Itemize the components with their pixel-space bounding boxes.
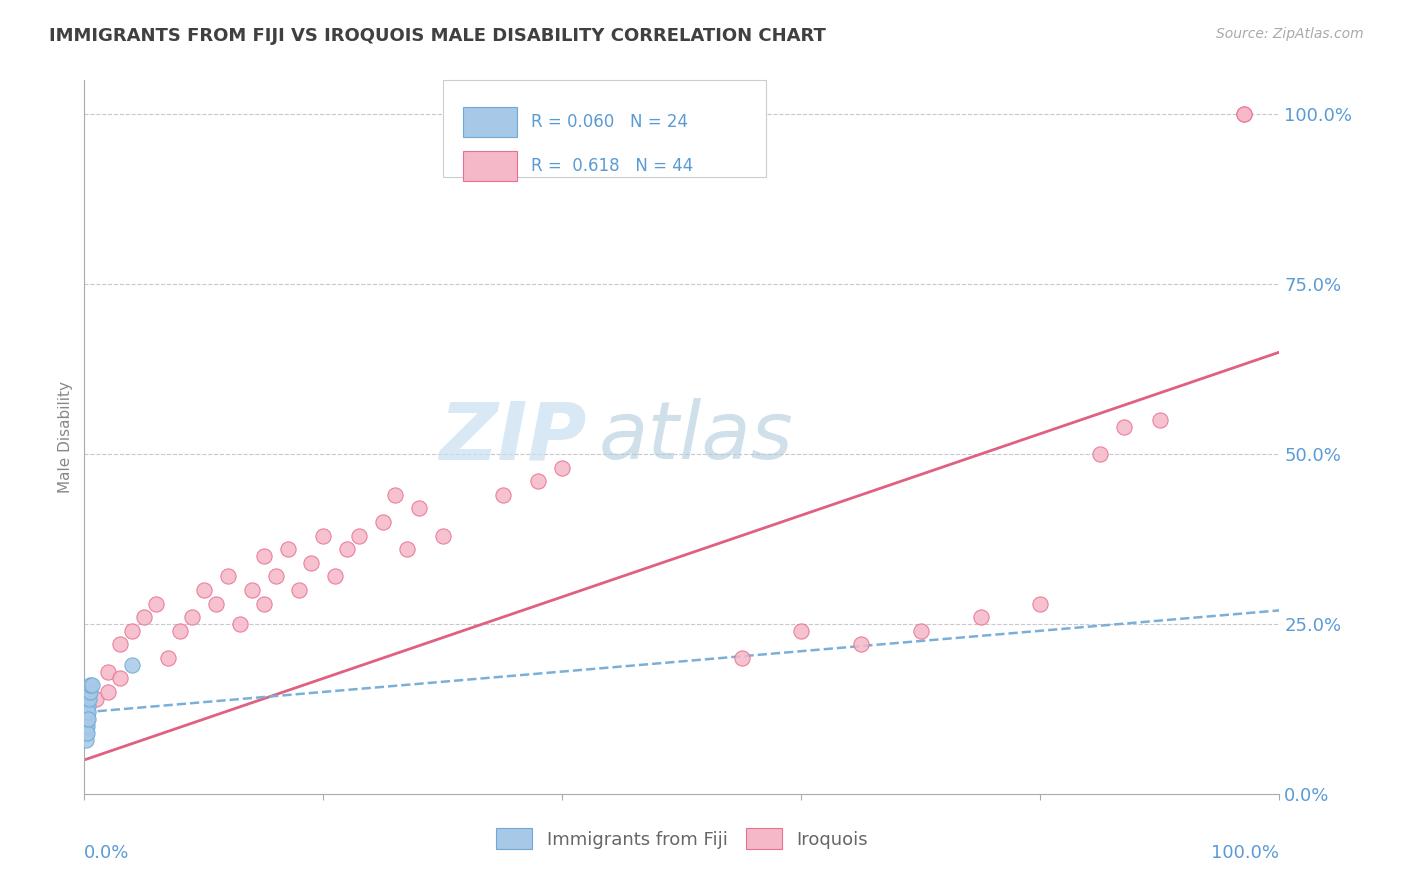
Point (169, 624, 191, 638)
Point (851, 637, 873, 651)
Point (77, 698, 100, 713)
Point (75, 712, 97, 726)
Point (1233, 107, 1256, 121)
Point (76, 719, 98, 733)
Point (75, 706, 97, 720)
Point (277, 542, 299, 557)
Point (110, 671, 132, 685)
Point (76, 706, 98, 720)
Point (86, 691, 108, 706)
Text: Source: ZipAtlas.com: Source: ZipAtlas.com (1216, 27, 1364, 41)
Point (910, 624, 932, 638)
Point (75, 685, 97, 699)
Point (336, 542, 359, 557)
Point (121, 624, 143, 638)
Point (76, 725, 98, 739)
Point (1090, 447, 1112, 461)
Point (97, 685, 120, 699)
Point (97, 665, 120, 679)
Point (1149, 413, 1171, 427)
Point (349, 528, 371, 542)
Point (264, 569, 287, 583)
Text: 0.0%: 0.0% (84, 844, 129, 862)
Point (253, 597, 276, 611)
Point (432, 528, 454, 542)
Point (77, 712, 100, 726)
Point (193, 582, 215, 597)
Point (76, 712, 98, 726)
Point (527, 475, 550, 489)
Point (384, 488, 406, 502)
Point (75, 698, 97, 713)
Text: R =  0.618   N = 44: R = 0.618 N = 44 (531, 157, 693, 176)
Point (121, 657, 143, 672)
Point (110, 637, 132, 651)
Point (157, 651, 180, 665)
Point (217, 569, 239, 583)
Point (80, 678, 103, 692)
FancyBboxPatch shape (443, 80, 766, 177)
Point (288, 582, 311, 597)
Point (1029, 597, 1052, 611)
Point (75, 719, 97, 733)
Point (1114, 420, 1136, 434)
Point (145, 597, 167, 611)
Point (396, 542, 419, 557)
Text: 100.0%: 100.0% (1212, 844, 1279, 862)
Point (205, 597, 228, 611)
Text: atlas: atlas (599, 398, 793, 476)
Text: ZIP: ZIP (439, 398, 586, 476)
Point (76, 698, 98, 713)
Legend: Immigrants from Fiji, Iroquois: Immigrants from Fiji, Iroquois (489, 821, 875, 856)
Point (77, 706, 100, 720)
Point (325, 569, 347, 583)
Point (132, 610, 156, 624)
Point (1233, 107, 1256, 121)
Point (312, 528, 335, 542)
Point (75, 725, 97, 739)
Point (79, 678, 101, 692)
Point (75, 732, 97, 747)
Text: IMMIGRANTS FROM FIJI VS IROQUOIS MALE DISABILITY CORRELATION CHART: IMMIGRANTS FROM FIJI VS IROQUOIS MALE DI… (49, 27, 827, 45)
Point (229, 617, 252, 632)
Bar (463, 152, 517, 181)
Point (240, 582, 263, 597)
Bar (463, 107, 517, 136)
Point (77, 691, 100, 706)
Point (77, 691, 100, 706)
Y-axis label: Male Disability: Male Disability (58, 381, 73, 493)
Point (76, 691, 98, 706)
Point (731, 651, 754, 665)
Point (408, 501, 430, 516)
Point (970, 610, 993, 624)
Point (301, 556, 323, 570)
Point (181, 610, 204, 624)
Point (551, 460, 574, 475)
Point (790, 624, 813, 638)
Point (75, 691, 97, 706)
Point (492, 488, 515, 502)
Point (79, 685, 101, 699)
Point (373, 515, 395, 529)
Point (77, 685, 100, 699)
Point (253, 549, 276, 563)
Text: R = 0.060   N = 24: R = 0.060 N = 24 (531, 112, 689, 131)
